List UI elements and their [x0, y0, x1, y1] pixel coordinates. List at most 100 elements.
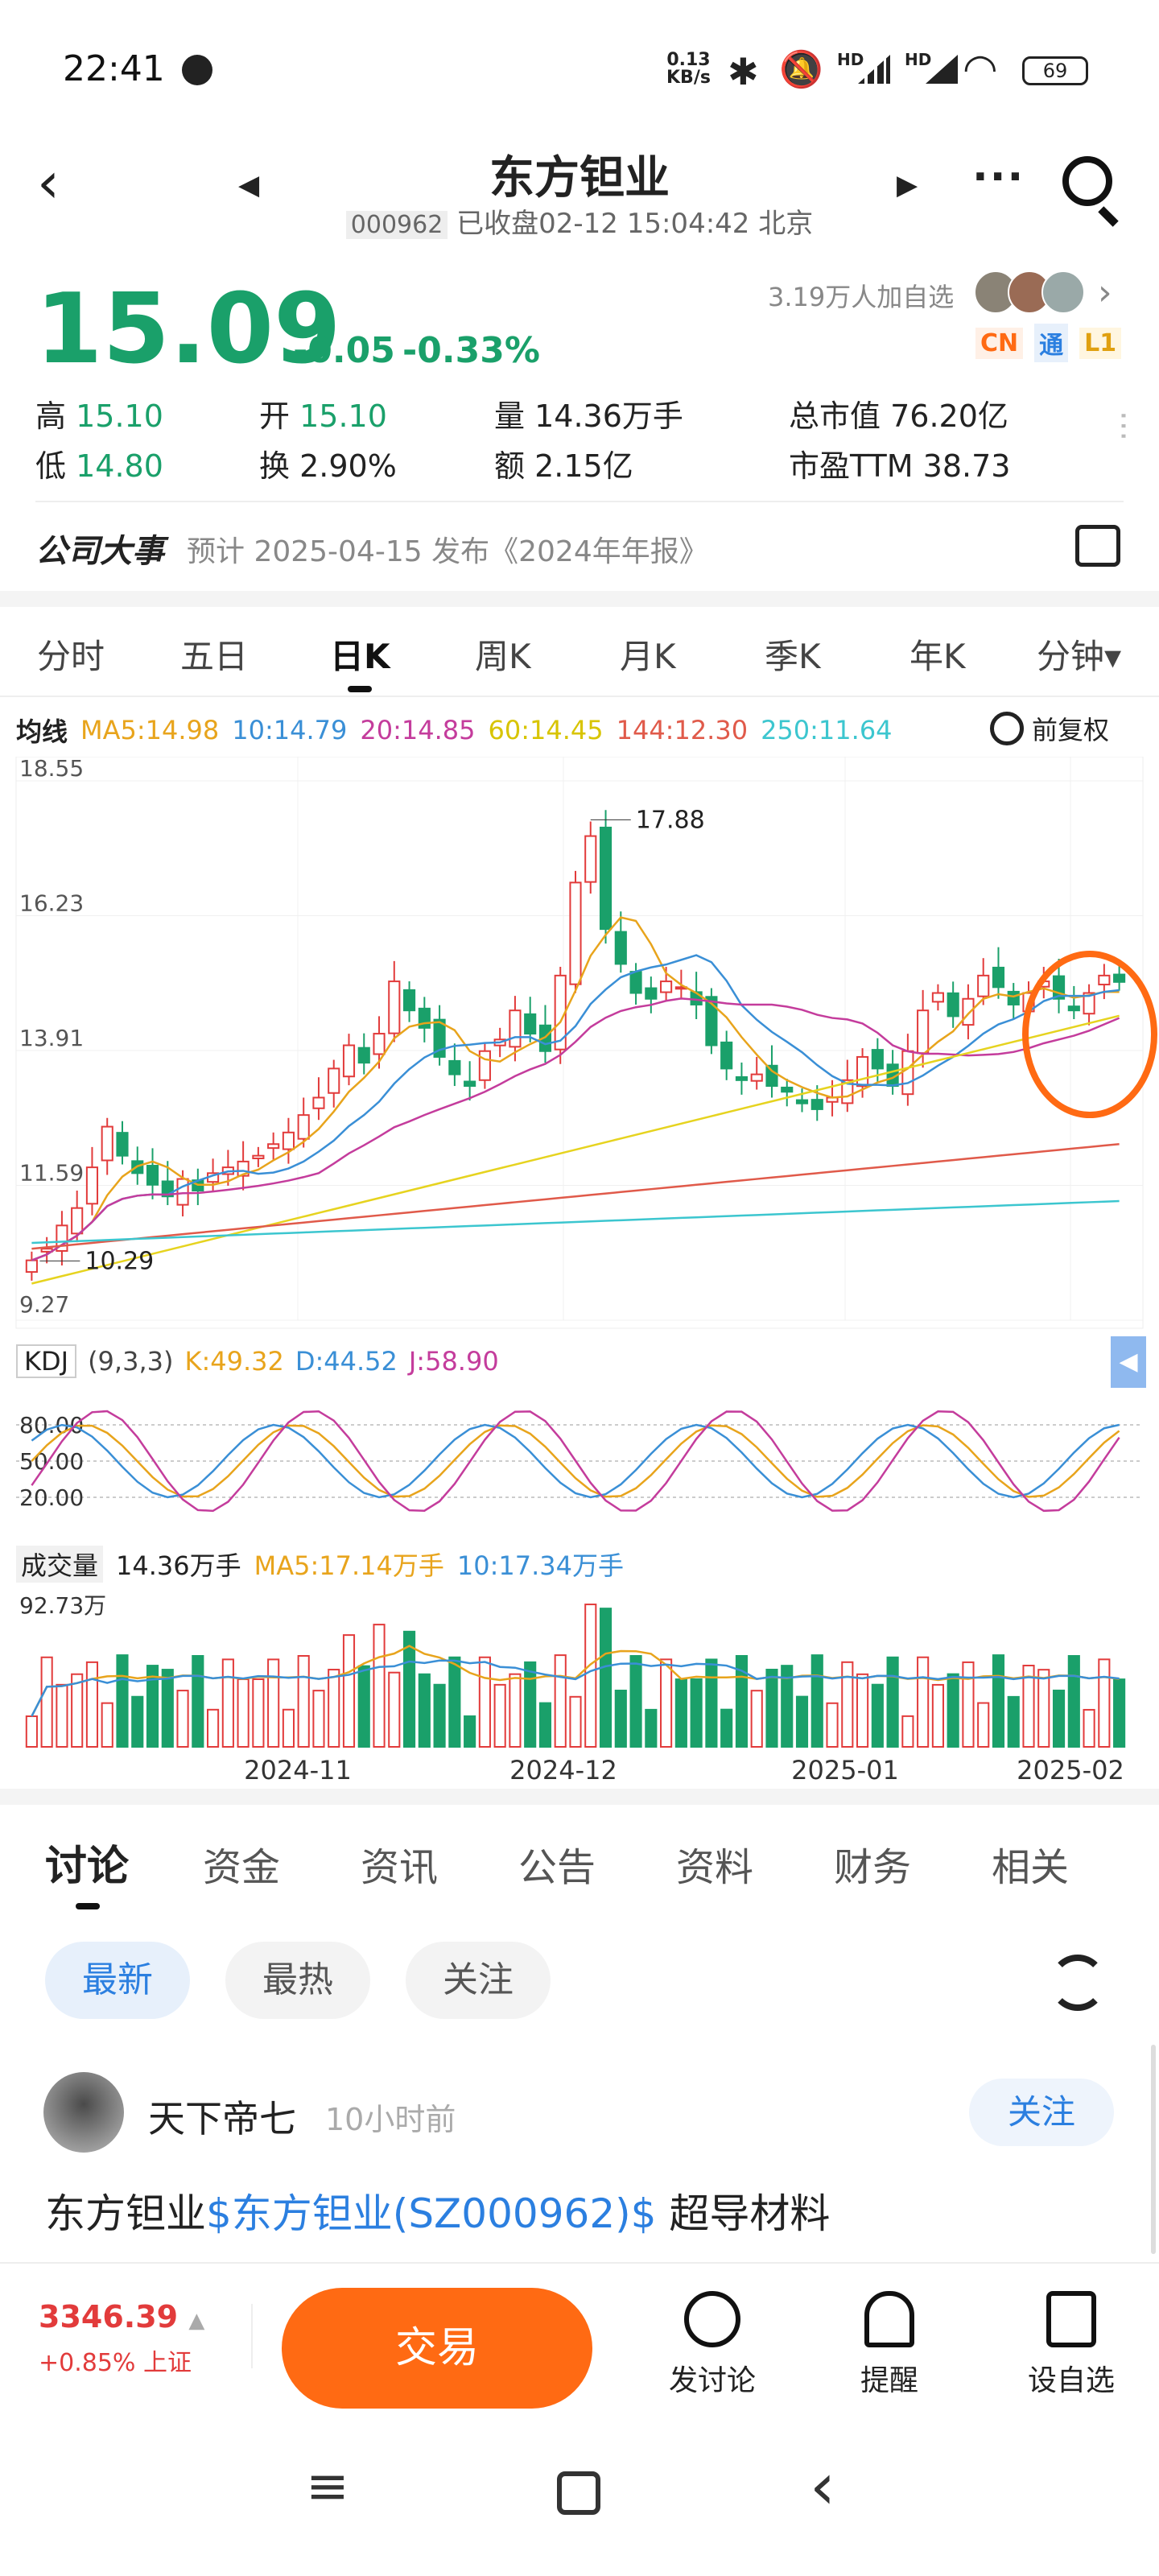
volume-bar: [917, 1656, 930, 1748]
tab-discussion[interactable]: 讨论: [45, 1843, 130, 1891]
trade-button[interactable]: 交易: [282, 2288, 592, 2409]
ma-legend: 均线 MA5:14.98 10:14.79 20:14.85 60:14.45 …: [16, 712, 893, 749]
company-event[interactable]: 公司大事 预计 2025-04-15 发布《2024年年报》: [0, 507, 1159, 588]
alert-button[interactable]: 提醒: [837, 2291, 942, 2399]
candle-body: [433, 1018, 446, 1058]
volume-bar: [25, 1715, 38, 1748]
ma10-value: 10:14.79: [232, 715, 348, 745]
volume-bar: [85, 1661, 99, 1748]
search-icon[interactable]: [1062, 156, 1112, 206]
post-username[interactable]: 天下帝七: [148, 2097, 296, 2140]
next-stock-icon[interactable]: ▶: [897, 169, 918, 201]
more-icon[interactable]: ···: [972, 153, 1025, 201]
tab-year-k[interactable]: 年K: [909, 637, 966, 676]
refresh-icon[interactable]: [1050, 1955, 1106, 2011]
stat-mktcap: 总市值 76.20亿: [789, 398, 1008, 434]
max-price-label: 17.88: [636, 806, 705, 834]
volume-bar: [509, 1673, 522, 1748]
back-icon[interactable]: ‹: [37, 150, 60, 216]
event-text: 预计 2025-04-15 发布《2024年年报》: [187, 535, 708, 568]
volume-bar: [1037, 1669, 1050, 1748]
candle-body: [962, 997, 975, 1026]
back-nav-icon[interactable]: ‹: [810, 2449, 835, 2524]
follower-avatars[interactable]: ›: [974, 270, 1112, 314]
candle-body: [599, 826, 612, 931]
candle-body: [402, 989, 416, 1012]
system-nav-bar: ≡ ‹: [0, 2415, 1159, 2576]
filter-latest[interactable]: 最新: [45, 1942, 190, 2019]
avatar[interactable]: [43, 2072, 124, 2153]
kdj-level-label: 20.00: [19, 1484, 84, 1511]
kdj-label[interactable]: KDJ: [16, 1344, 77, 1378]
expand-dots-icon[interactable]: ···: [1104, 411, 1141, 442]
volume-bar: [599, 1608, 612, 1748]
tab-fiveday[interactable]: 五日: [180, 637, 249, 676]
divider: [35, 501, 1124, 502]
calendar-icon[interactable]: [1075, 525, 1120, 567]
collapse-panel-icon[interactable]: ◀: [1111, 1336, 1146, 1388]
min-price-label: 10.29: [85, 1247, 154, 1275]
tab-minute[interactable]: 分钟▾: [1037, 637, 1122, 676]
y-tick-label: 18.55: [19, 757, 84, 782]
tab-related[interactable]: 相关: [992, 1845, 1070, 1890]
event-label: 公司大事: [35, 533, 164, 570]
volume-bar: [40, 1656, 53, 1748]
stat-turnover: 换 2.90%: [259, 448, 397, 484]
volume-bar: [690, 1678, 703, 1748]
ma-line: [31, 954, 1120, 1261]
discussion-post[interactable]: 天下帝七 10小时前 关注 东方钽业$东方钽业(SZ000962)$ 超导材料: [0, 2061, 1159, 2262]
section-gap: [0, 591, 1159, 607]
volume-bar: [947, 1673, 959, 1748]
section-gap: [0, 1789, 1159, 1805]
adjust-toggle[interactable]: 前复权: [990, 710, 1109, 747]
index-widget[interactable]: 3346.39 ▲ +0.85% 上证: [39, 2299, 204, 2378]
volume-bar: [1067, 1655, 1080, 1748]
watch-label: 设自选: [1027, 2364, 1115, 2397]
volume-bar: [464, 1715, 476, 1748]
tag-cn: CN: [975, 327, 1024, 359]
home-icon[interactable]: [557, 2471, 600, 2515]
prev-stock-icon[interactable]: ◀: [238, 169, 260, 201]
menu-icon[interactable]: ≡: [306, 2457, 349, 2516]
volume-bar: [328, 1669, 340, 1748]
mute-icon: 🔕: [779, 49, 823, 90]
stock-code: 000962: [345, 211, 448, 239]
tab-week-k[interactable]: 周K: [475, 637, 531, 676]
tab-day-k[interactable]: 日K: [330, 637, 390, 676]
candle-body: [992, 966, 1005, 989]
followers-count[interactable]: 3.19万人加自选: [768, 282, 955, 312]
kdj-line: [31, 1410, 1120, 1513]
add-watchlist-button[interactable]: 设自选: [1011, 2291, 1132, 2399]
post-discussion-button[interactable]: 发讨论: [660, 2291, 765, 2399]
tab-timeshare[interactable]: 分时: [37, 637, 105, 676]
candle-body: [720, 1041, 733, 1070]
candle-body: [917, 1009, 930, 1055]
tab-finance[interactable]: 财务: [834, 1845, 912, 1890]
filter-following[interactable]: 关注: [406, 1942, 551, 2019]
tab-news[interactable]: 资讯: [361, 1845, 439, 1890]
status-time: 22:41: [63, 48, 165, 89]
tab-quarter-k[interactable]: 季K: [765, 637, 821, 676]
candle-body: [569, 881, 582, 985]
tab-announcements[interactable]: 公告: [518, 1845, 596, 1890]
follow-button[interactable]: 关注: [969, 2079, 1114, 2146]
candlestick-chart[interactable]: 18.55 16.23 13.91 11.59 9.27 17.88 10.29: [0, 757, 1159, 1336]
chevron-right-icon: ›: [1098, 271, 1112, 313]
tab-month-k[interactable]: 月K: [620, 637, 676, 676]
stock-link[interactable]: $东方钽业(SZ000962)$: [206, 2190, 657, 2237]
tab-funds[interactable]: 资金: [203, 1845, 281, 1890]
candle-body: [750, 1073, 763, 1082]
filter-hot[interactable]: 最热: [225, 1942, 370, 2019]
volume-bar: [962, 1661, 975, 1748]
candle-body: [328, 1067, 340, 1094]
kdj-level-label: 50.00: [19, 1448, 84, 1475]
candle-body: [660, 980, 673, 993]
volume-bar: [342, 1634, 356, 1748]
y-tick-label: 16.23: [19, 890, 84, 917]
candle-body: [448, 1059, 461, 1075]
volume-bar: [101, 1702, 113, 1748]
volume-bar: [56, 1683, 68, 1748]
volume-bar: [176, 1690, 189, 1748]
tab-profile[interactable]: 资料: [676, 1845, 754, 1890]
kdj-line: [31, 1424, 1120, 1498]
